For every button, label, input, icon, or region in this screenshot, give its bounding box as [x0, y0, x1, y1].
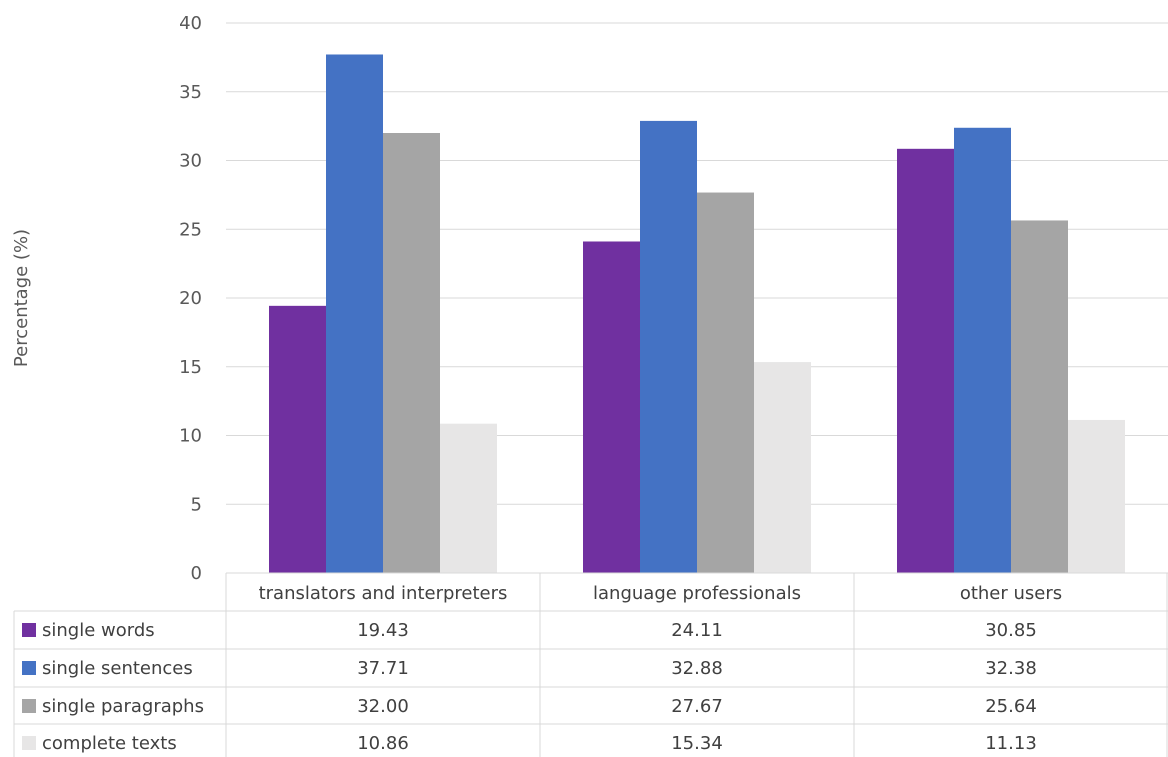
- bar-single-paragraphs: [383, 133, 440, 573]
- legend-key: [22, 699, 36, 713]
- y-tick-label: 20: [179, 288, 202, 309]
- y-tick-label: 25: [179, 219, 202, 240]
- y-axis-title: Percentage (%): [11, 229, 32, 367]
- legend-label: complete texts: [42, 733, 177, 754]
- data-table-value: 25.64: [985, 696, 1037, 717]
- data-table-value: 24.11: [671, 620, 723, 641]
- y-tick-label: 35: [179, 82, 202, 103]
- y-tick-label: 30: [179, 151, 202, 172]
- x-category-label: other users: [960, 583, 1062, 604]
- y-axis-ticks: 0 5 10 15 20 25 30 35 40: [179, 13, 202, 584]
- bar-single-paragraphs: [697, 192, 754, 573]
- bar-single-words: [897, 148, 954, 573]
- bar-single-words: [583, 241, 640, 574]
- legend-key: [22, 661, 36, 675]
- data-table-value: 32.00: [357, 696, 409, 717]
- bar-single-words: [269, 305, 326, 573]
- data-table-value: 19.43: [357, 620, 409, 641]
- data-table-value: 15.34: [671, 733, 723, 754]
- bars: [269, 54, 1125, 574]
- y-tick-label: 0: [191, 563, 202, 584]
- y-tick-label: 10: [179, 426, 202, 447]
- data-table-value: 30.85: [985, 620, 1037, 641]
- x-category-label: language professionals: [593, 583, 801, 604]
- y-tick-label: 5: [191, 494, 202, 515]
- data-table-value: 10.86: [357, 733, 409, 754]
- y-tick-label: 15: [179, 357, 202, 378]
- legend-key: [22, 623, 36, 637]
- bar-complete-texts: [1068, 419, 1125, 573]
- x-category-label: translators and interpreters: [259, 583, 508, 604]
- data-table: translators and interpreters language pro…: [13, 572, 1168, 757]
- bar-single-sentences: [640, 120, 697, 574]
- bar-single-sentences: [954, 127, 1011, 574]
- legend-label: single paragraphs: [42, 696, 204, 717]
- data-table-value: 32.38: [985, 658, 1037, 679]
- legend-key: [22, 736, 36, 750]
- legend-label: single sentences: [42, 658, 193, 679]
- bar-single-paragraphs: [1011, 220, 1068, 573]
- data-table-value: 37.71: [357, 658, 409, 679]
- data-table-value: 32.88: [671, 658, 723, 679]
- y-tick-label: 40: [179, 13, 202, 34]
- bar-single-sentences: [326, 54, 383, 574]
- data-table-value: 27.67: [671, 696, 723, 717]
- bar-complete-texts: [440, 423, 497, 573]
- bar-complete-texts: [754, 362, 811, 573]
- data-table-value: 11.13: [985, 733, 1037, 754]
- legend-label: single words: [42, 620, 155, 641]
